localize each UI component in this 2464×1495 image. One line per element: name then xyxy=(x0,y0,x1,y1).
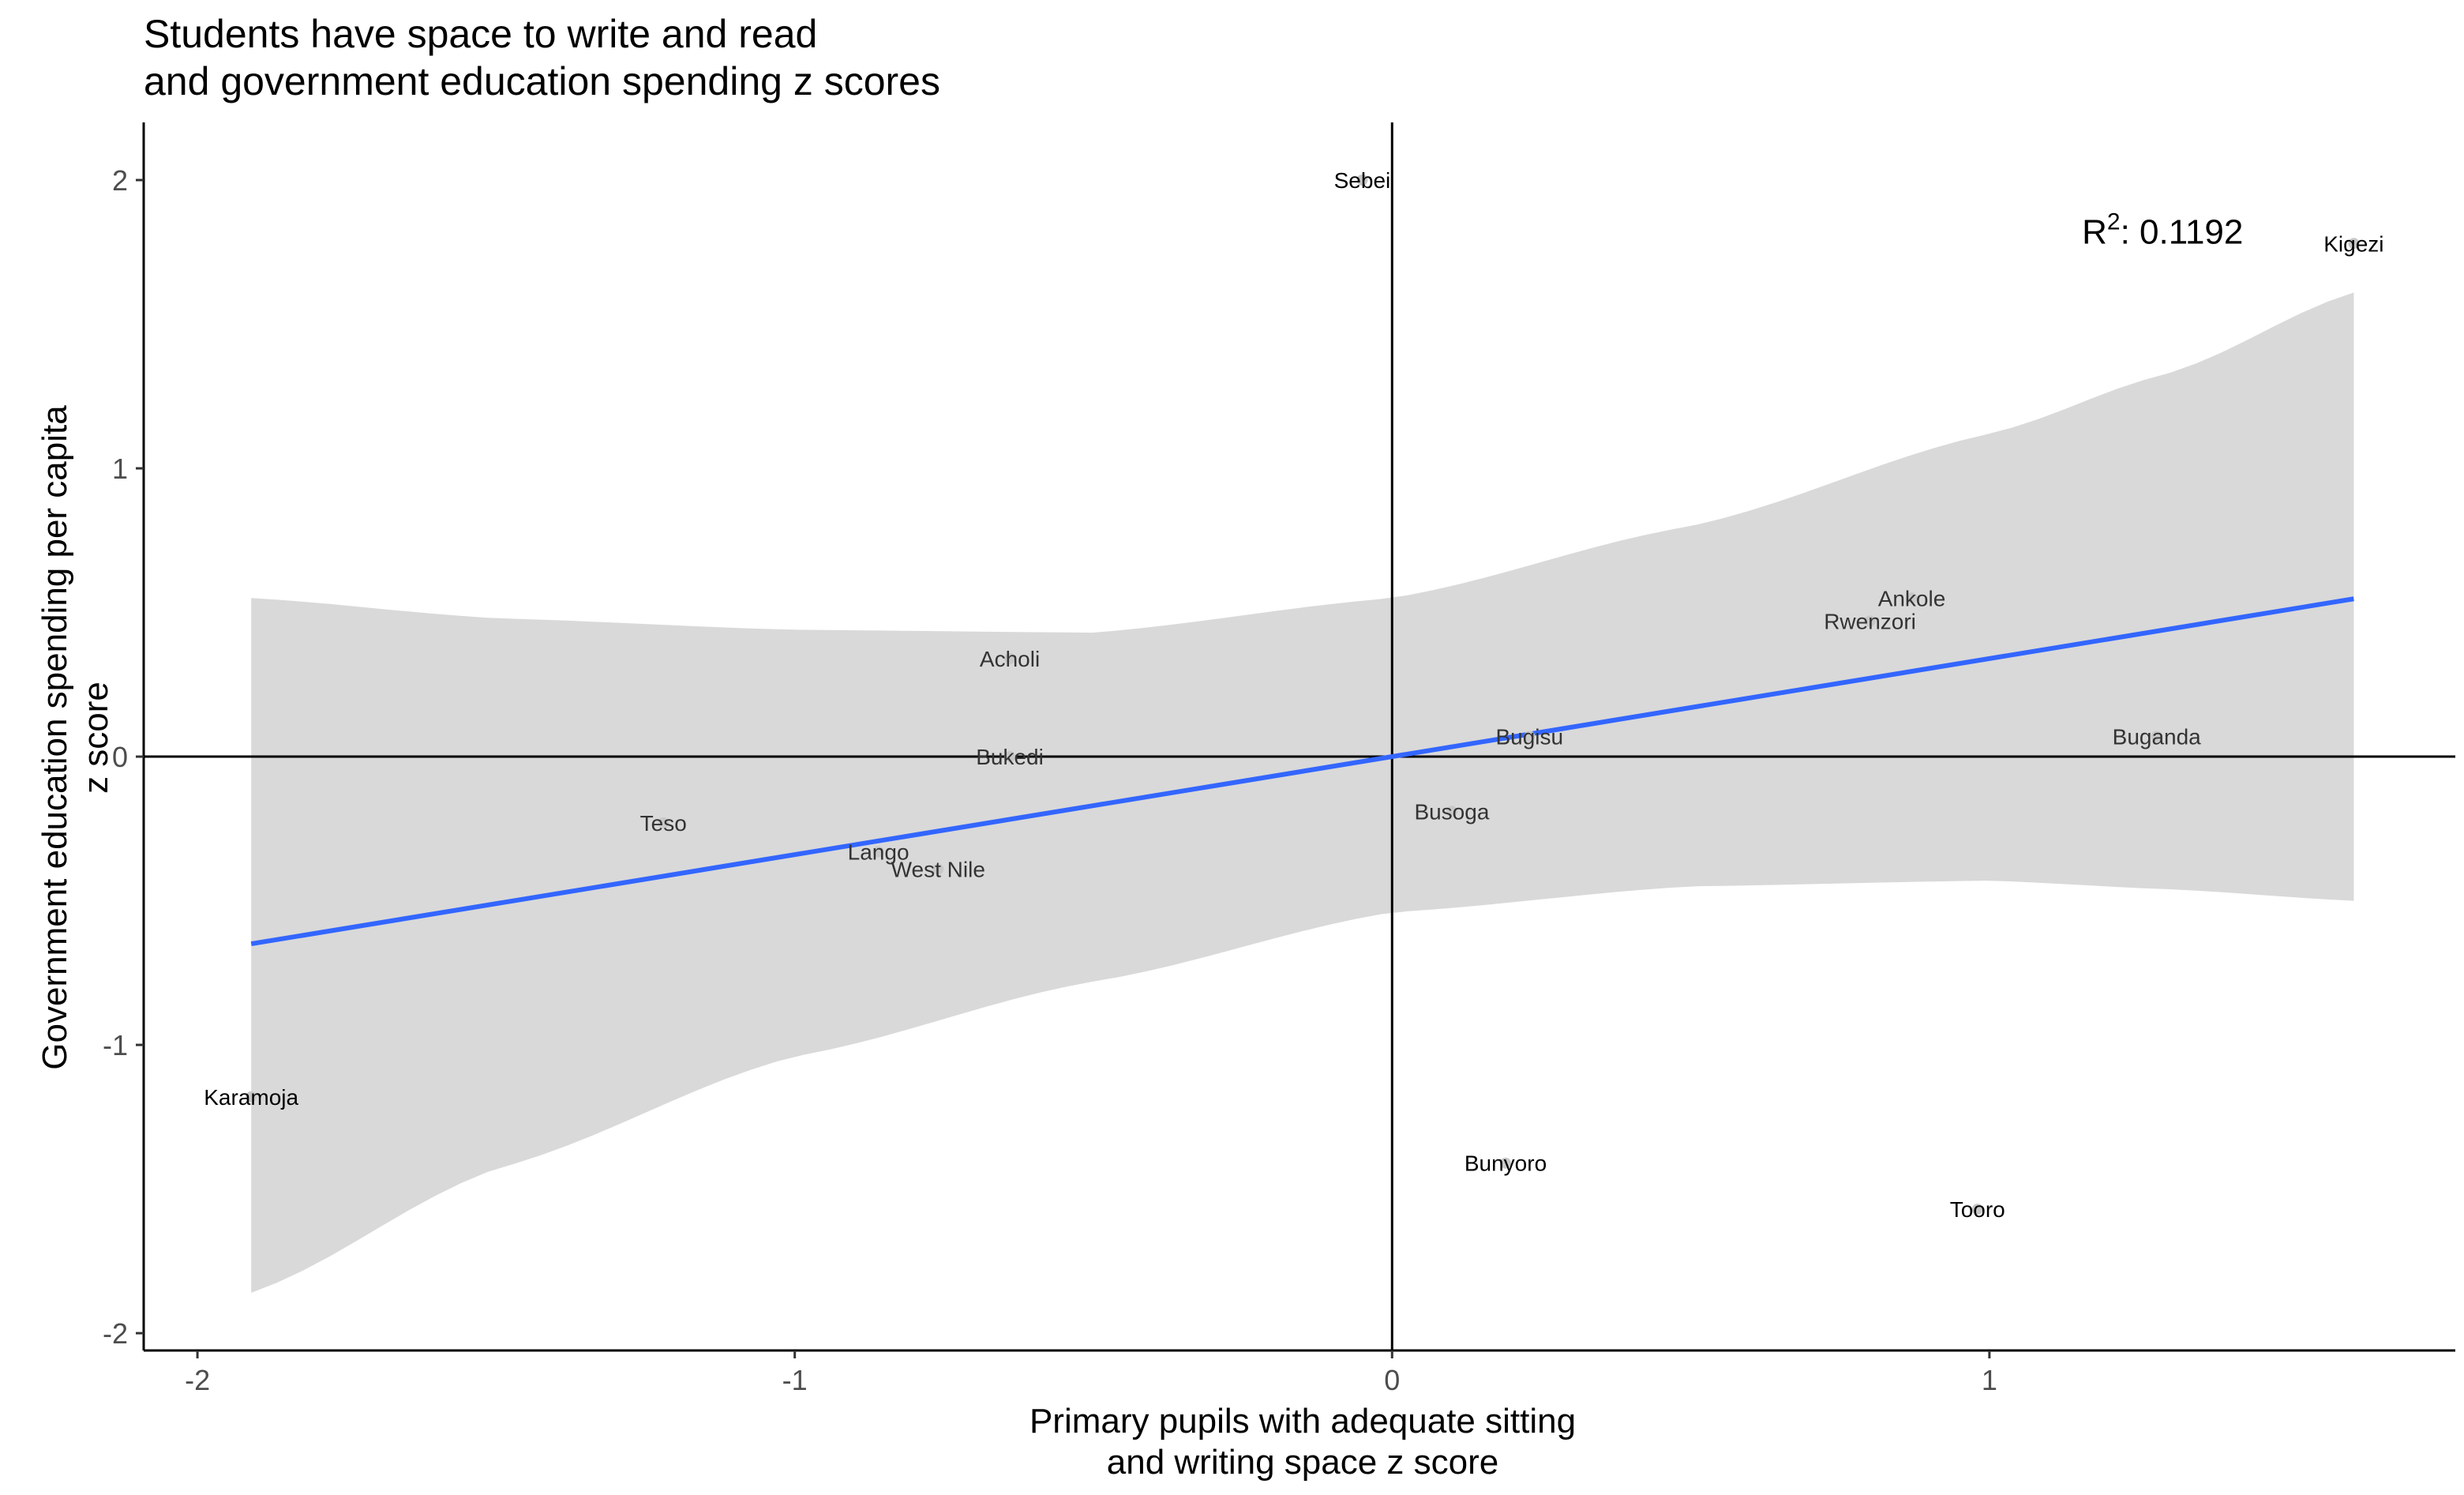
point-bunyoro xyxy=(1500,1157,1512,1169)
x-axis-title: Primary pupils with adequate sitting and… xyxy=(789,1401,1816,1483)
point-teso xyxy=(658,817,669,829)
y-tick-label: -2 xyxy=(103,1317,128,1350)
point-bugisu xyxy=(1524,731,1536,742)
x-axis-title-line-2: and writing space z score xyxy=(1106,1443,1499,1482)
y-tick-label: 0 xyxy=(112,741,128,773)
y-tick-label: 2 xyxy=(112,164,128,197)
r-squared-annotation: R2: 0.1192 xyxy=(2082,208,2243,251)
confidence-band xyxy=(251,292,2354,1293)
point-kigezi xyxy=(2348,238,2360,250)
point-label-sebei: Sebei xyxy=(1334,168,1391,193)
point-label-tooro: Tooro xyxy=(1950,1197,2005,1222)
chart-title-line-1: Students have space to write and read xyxy=(144,12,818,56)
x-tick-label: -2 xyxy=(185,1364,210,1396)
point-sebei xyxy=(1356,175,1368,186)
chart-title-line-2: and government education spending z scor… xyxy=(144,59,940,103)
point-label-bukedi: Bukedi xyxy=(976,745,1044,769)
y-tick-label: 1 xyxy=(112,453,128,485)
regression-line xyxy=(250,596,2354,947)
point-label-acholi: Acholi xyxy=(980,647,1040,671)
point-label-karamoja: Karamoja xyxy=(204,1085,298,1110)
x-tick-label: 0 xyxy=(1384,1364,1400,1396)
point-karamoja xyxy=(246,1091,257,1102)
point-tooro xyxy=(1971,1204,1983,1215)
point-busoga xyxy=(1446,806,1457,817)
point-rwenzori xyxy=(1864,615,1876,627)
point-west-nile xyxy=(932,863,944,875)
point-label-west-nile: West Nile xyxy=(891,857,985,881)
point-label-rwenzori: Rwenzori xyxy=(1824,609,1916,633)
point-label-buganda: Buganda xyxy=(2113,725,2202,749)
point-bukedi xyxy=(1004,751,1016,763)
point-label-lango: Lango xyxy=(848,840,909,865)
point-label-ankole: Ankole xyxy=(1878,586,1946,610)
point-label-teso: Teso xyxy=(640,811,687,836)
point-label-busoga: Busoga xyxy=(1414,799,1489,824)
x-tick-label: -1 xyxy=(782,1364,808,1396)
x-axis-title-line-1: Primary pupils with adequate sitting xyxy=(1029,1402,1577,1441)
y-axis-title-line-2: z score xyxy=(77,682,115,794)
point-lango xyxy=(872,846,884,858)
y-axis-title: Government education spending per capita… xyxy=(35,303,117,1172)
x-tick-label: 1 xyxy=(1982,1364,1997,1396)
point-label-bunyoro: Bunyoro xyxy=(1465,1151,1547,1176)
point-buganda xyxy=(2151,731,2162,742)
point-label-kigezi: Kigezi xyxy=(2323,231,2383,256)
point-acholi xyxy=(1004,652,1016,664)
point-label-bugisu: Bugisu xyxy=(1495,725,1563,749)
y-axis-title-line-1: Government education spending per capita xyxy=(36,405,74,1070)
point-ankole xyxy=(1906,592,1918,604)
y-tick-label: -1 xyxy=(103,1029,128,1061)
